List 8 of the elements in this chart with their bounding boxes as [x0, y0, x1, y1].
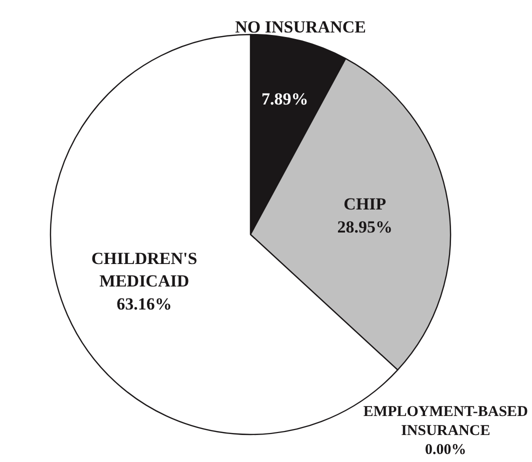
data-label: 28.95%	[337, 217, 393, 236]
text: 0.00%	[425, 442, 466, 458]
slice-label: NO INSURANCE	[235, 18, 366, 37]
data-label: 63.16%	[116, 294, 172, 314]
category-label: EMPLOYMENT-BASED INSURANCE	[363, 404, 528, 439]
slice-label: CHIP	[344, 194, 386, 214]
slice-label: CHILDREN'S MEDICAID	[91, 248, 198, 291]
data-label: 7.89%	[261, 89, 308, 108]
